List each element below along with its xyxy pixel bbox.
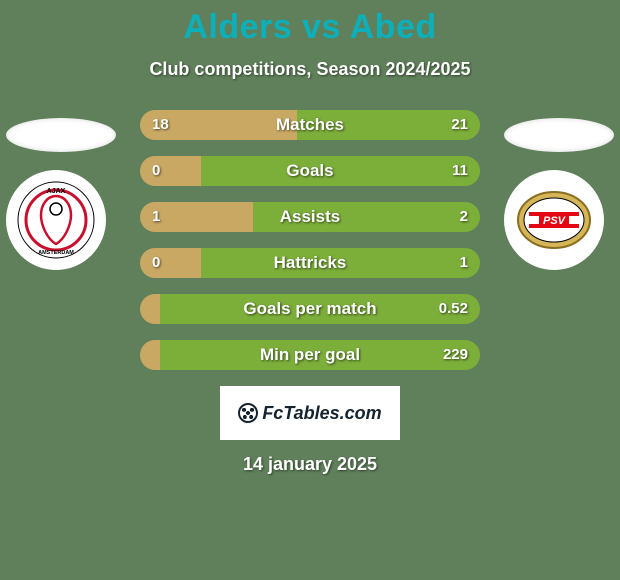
psv-logo-icon: PSV [515, 181, 593, 259]
stat-bar: 011Goals [140, 156, 480, 186]
stat-label: Min per goal [140, 340, 480, 370]
watermark-text: FcTables.com [262, 403, 381, 424]
subtitle: Club competitions, Season 2024/2025 [0, 59, 620, 80]
stat-label: Goals [140, 156, 480, 186]
stat-label: Hattricks [140, 248, 480, 278]
stat-bar: 1821Matches [140, 110, 480, 140]
fctables-watermark: FcTables.com [220, 386, 400, 440]
stat-label: Assists [140, 202, 480, 232]
psv-logo: PSV [514, 180, 594, 260]
stat-bars: 1821Matches 011Goals 12Assists 01Hattricks 0… [140, 110, 480, 370]
stat-label: Goals per match [140, 294, 480, 324]
soccer-ball-icon [238, 403, 258, 423]
ellipse-decoration [6, 118, 116, 152]
svg-text:AMSTERDAM: AMSTERDAM [38, 250, 74, 256]
stat-label: Matches [140, 110, 480, 140]
svg-text:AJAX: AJAX [47, 188, 66, 195]
stat-bar: 12Assists [140, 202, 480, 232]
date-text: 14 january 2025 [0, 454, 620, 475]
ajax-logo: AJAX AMSTERDAM [16, 180, 96, 260]
svg-text:PSV: PSV [543, 215, 567, 227]
right-club-badge-ring: PSV [504, 170, 604, 270]
left-player-column: AJAX AMSTERDAM [6, 118, 116, 270]
ajax-logo-icon: AJAX AMSTERDAM [17, 181, 95, 259]
comparison-infographic: Alders vs Abed Club competitions, Season… [0, 0, 620, 580]
stat-bar: 0.52Goals per match [140, 294, 480, 324]
ellipse-decoration [504, 118, 614, 152]
right-player-column: PSV [504, 118, 614, 270]
left-club-badge-ring: AJAX AMSTERDAM [6, 170, 106, 270]
stat-bar: 01Hattricks [140, 248, 480, 278]
stat-bar: 229Min per goal [140, 340, 480, 370]
page-title: Alders vs Abed [0, 0, 620, 47]
